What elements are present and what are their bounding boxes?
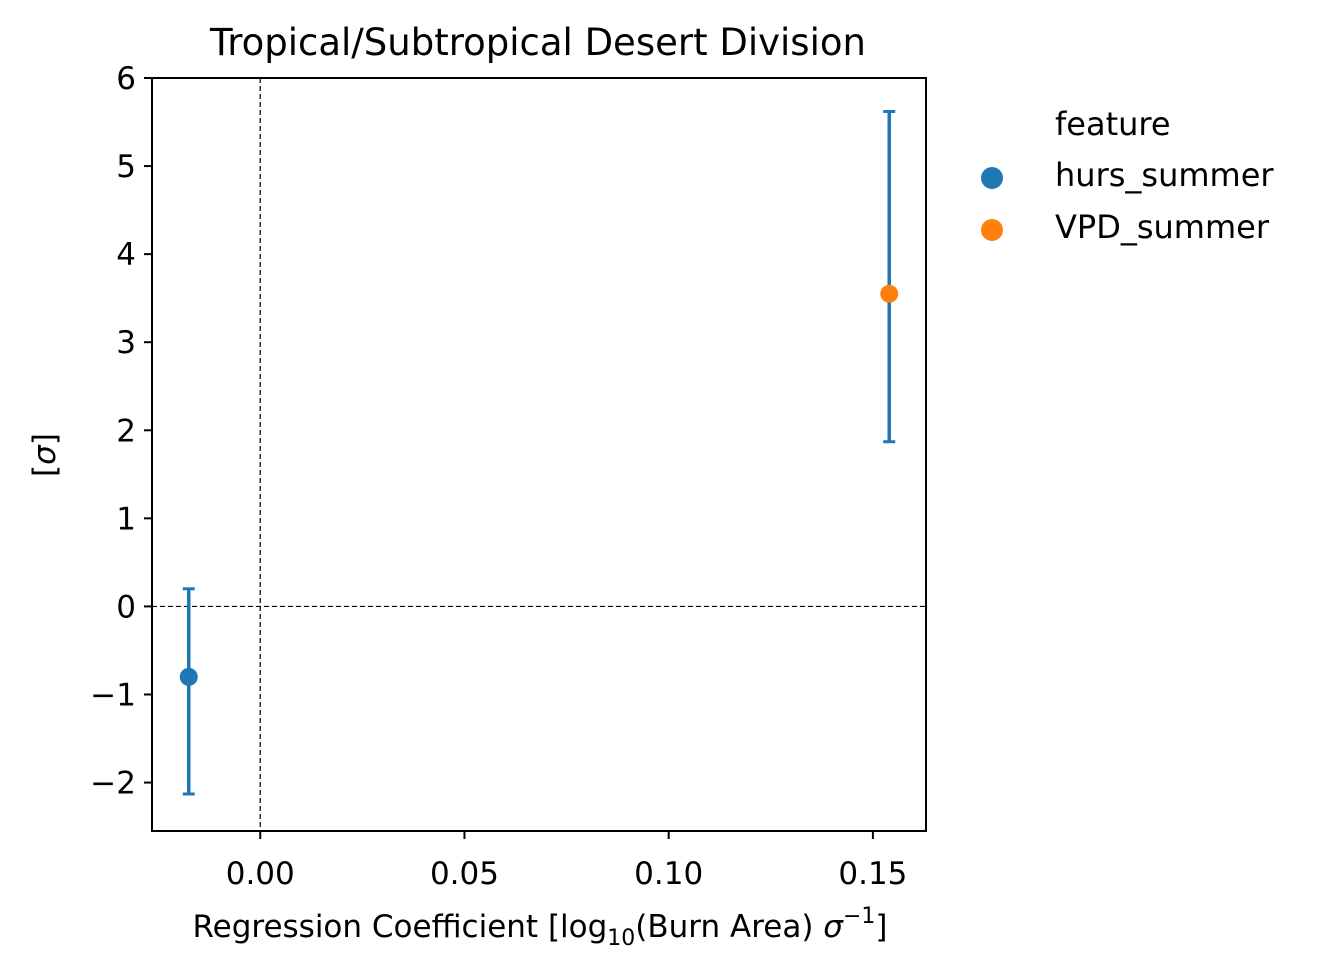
x-axis-label-post: ]	[875, 909, 887, 945]
x-axis-label-sub: 10	[607, 926, 635, 951]
y-tick-label: 2	[116, 413, 136, 449]
y-tick-label: −2	[90, 766, 136, 802]
x-axis-label-sigma: σ	[823, 909, 844, 945]
x-axis-label-mid: (Burn Area)	[635, 909, 823, 945]
legend-title: feature	[1055, 105, 1171, 143]
y-tick-label: 0	[116, 589, 136, 625]
legend-label-vpd-summer: VPD_summer	[1055, 208, 1270, 246]
y-tick-label: 5	[116, 149, 136, 185]
point-vpd-summer	[880, 284, 899, 303]
x-tick-label: 0.15	[838, 856, 907, 892]
chart-title: Tropical/Subtropical Desert Division	[209, 21, 866, 64]
y-tick-label: 1	[116, 501, 136, 537]
y-tick-label: −1	[90, 677, 136, 713]
x-tick-label: 0.10	[634, 856, 703, 892]
y-axis-label-pre: [	[27, 465, 63, 477]
plot-frame	[151, 77, 927, 832]
legend-label-hurs-summer: hurs_summer	[1055, 156, 1274, 194]
legend: feature hurs_summer VPD_summer	[981, 105, 1274, 246]
y-axis-label-sigma: σ	[27, 444, 63, 465]
y-axis-ticks: −2 −1 0 1 2 3 4 5 6	[90, 61, 152, 802]
x-axis-label: Regression Coefficient [log10(Burn Area)…	[192, 904, 887, 951]
errorbars	[182, 109, 896, 796]
x-axis-label-sup: −1	[843, 904, 875, 929]
reference-lines	[152, 78, 926, 831]
point-hurs-summer	[179, 667, 198, 686]
x-axis-ticks: 0.00 0.05 0.10 0.15	[226, 831, 907, 892]
y-tick-label: 6	[116, 61, 136, 97]
y-axis-label-post: ]	[27, 433, 63, 445]
legend-marker-hurs-summer	[981, 167, 1003, 189]
x-tick-label: 0.05	[430, 856, 499, 892]
y-axis-label: [σ]	[27, 433, 63, 477]
x-axis-label-pre: Regression Coefficient [log	[192, 909, 607, 945]
legend-marker-vpd-summer	[981, 219, 1003, 241]
y-tick-label: 3	[116, 325, 136, 361]
y-tick-label: 4	[116, 237, 136, 273]
x-tick-label: 0.00	[226, 856, 295, 892]
data-points	[179, 284, 899, 686]
